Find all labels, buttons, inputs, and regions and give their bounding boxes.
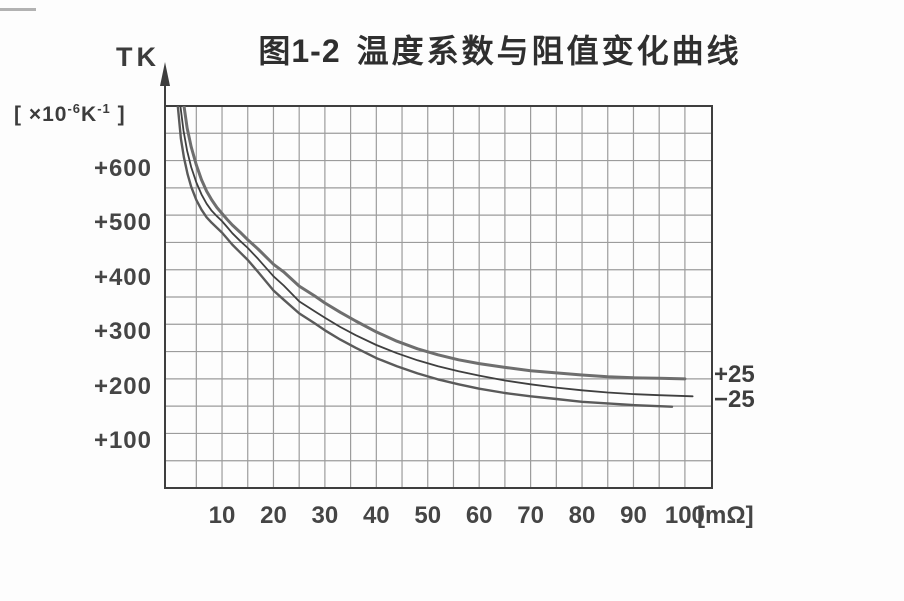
x-tick-label: 60 — [465, 502, 493, 529]
x-tick-label: 10 — [208, 502, 236, 529]
y-tick-label: +300 — [93, 318, 152, 346]
y-axis-unit-exponent: -6 — [67, 101, 82, 116]
y-axis-unit-post: ] — [110, 103, 126, 126]
x-tick-label: 20 — [260, 502, 287, 529]
figure-title-text: 温度系数与阻值变化曲线 — [356, 33, 742, 69]
curve-label-tk-lower-limit: −25 — [714, 386, 755, 414]
y-axis-unit: [ ×10-6K-1 ] — [14, 101, 126, 127]
y-tick-label: +200 — [93, 372, 152, 400]
y-tick-label: +600 — [93, 154, 152, 182]
figure-number: 图1-2 — [258, 33, 341, 69]
x-tick-label: 90 — [620, 502, 647, 529]
scan-artifact-line — [0, 8, 36, 11]
curve-tk-upper-limit — [182, 106, 687, 381]
x-tick-label: 30 — [311, 502, 339, 529]
figure-title: 图1-2 温度系数与阻值变化曲线 — [200, 26, 800, 72]
y-tick-label: +400 — [93, 263, 152, 291]
y-axis-unit-exponent-2: -1 — [97, 101, 111, 116]
y-axis-unit-base: K — [81, 103, 98, 126]
x-tick-label: 40 — [362, 502, 390, 529]
y-tick-label: +100 — [93, 427, 152, 455]
curve-tk-nominal — [179, 106, 694, 398]
x-tick-label: 50 — [414, 502, 442, 529]
plot-border — [164, 105, 713, 489]
x-tick-label: 70 — [517, 502, 544, 529]
curve-label-tk-upper-limit: +25 — [714, 361, 755, 389]
y-axis-arrow-icon — [160, 62, 170, 86]
x-axis-unit: [mΩ] — [697, 502, 754, 529]
y-axis-name: TK — [116, 42, 160, 72]
x-tick-label: 80 — [568, 502, 596, 529]
y-axis-unit-pre: [ ×10 — [14, 103, 68, 126]
x-tick-label: 100 — [664, 502, 705, 529]
y-tick-label: +500 — [93, 209, 152, 237]
curve-tk-lower-limit — [176, 106, 674, 408]
